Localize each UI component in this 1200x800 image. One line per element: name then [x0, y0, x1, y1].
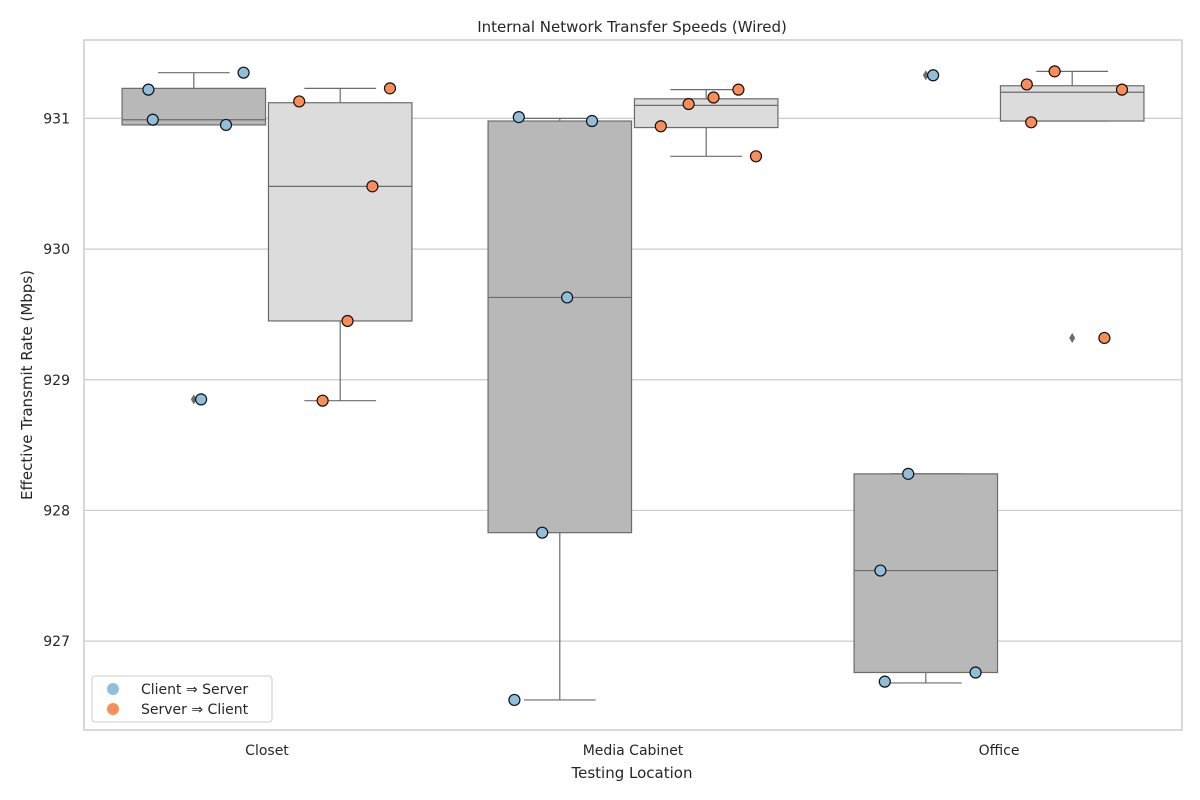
- data-point: [878, 675, 891, 688]
- x-tick-label: Closet: [245, 743, 289, 759]
- data-point: [1098, 331, 1111, 345]
- data-point: [927, 69, 940, 82]
- y-tick-label: 929: [43, 373, 70, 389]
- data-point: [512, 111, 525, 124]
- y-tick-label: 927: [43, 634, 70, 650]
- legend: Client ⇒ Server Server ⇒ Client: [91, 675, 273, 723]
- data-point: [219, 118, 233, 132]
- outlier-marker: [190, 394, 197, 405]
- legend-frame: [91, 675, 273, 723]
- chart-title: Internal Network Transfer Speeds (Wired): [477, 18, 787, 36]
- legend-marker-server-to-client: [107, 703, 119, 715]
- y-tick-labels: 927 928 929 930 931: [43, 111, 70, 650]
- data-point: [142, 83, 155, 96]
- x-tick-label: Media Cabinet: [583, 743, 684, 759]
- y-tick-label: 930: [43, 242, 70, 258]
- data-point: [383, 82, 397, 95]
- data-point: [654, 120, 667, 133]
- data-point: [561, 291, 574, 304]
- data-point: [508, 693, 521, 707]
- box-iqr: [267, 102, 413, 322]
- box-iqr: [487, 120, 633, 534]
- data-point: [366, 180, 379, 193]
- y-tick-label: 931: [43, 111, 70, 127]
- data-point: [536, 526, 549, 539]
- data-point: [902, 467, 915, 480]
- data-point: [1048, 65, 1061, 78]
- data-point: [874, 564, 887, 577]
- data-point: [969, 666, 982, 679]
- box-group: [487, 117, 633, 701]
- data-point: [341, 314, 354, 328]
- x-tick-label: Office: [979, 743, 1020, 759]
- y-axis-label: Effective Transmit Rate (Mbps): [18, 270, 36, 500]
- grid-lines: [84, 117, 1182, 642]
- legend-marker-client-to-server: [107, 683, 119, 695]
- data-point: [293, 95, 306, 108]
- data-point: [146, 113, 159, 126]
- data-points: [142, 65, 1129, 707]
- box-group: [267, 87, 413, 402]
- y-tick-label: 928: [43, 503, 70, 519]
- x-axis-label: Testing Location: [571, 764, 693, 782]
- data-point: [1020, 78, 1033, 91]
- outlier-marker: [922, 70, 929, 81]
- data-point: [585, 114, 599, 128]
- x-tick-labels: Closet Media Cabinet Office: [245, 743, 1019, 759]
- legend-label-server-to-client: Server ⇒ Client: [141, 702, 249, 718]
- data-point: [316, 394, 329, 407]
- data-point: [732, 83, 745, 96]
- data-point: [1115, 83, 1129, 96]
- data-point: [237, 66, 250, 79]
- data-point: [682, 97, 695, 111]
- data-point: [707, 91, 720, 104]
- outlier-marker: [1069, 332, 1076, 343]
- data-point: [1025, 116, 1038, 129]
- data-point: [195, 393, 208, 406]
- legend-label-client-to-server: Client ⇒ Server: [141, 682, 248, 698]
- plot-frame: [83, 39, 1183, 731]
- data-point: [749, 150, 763, 163]
